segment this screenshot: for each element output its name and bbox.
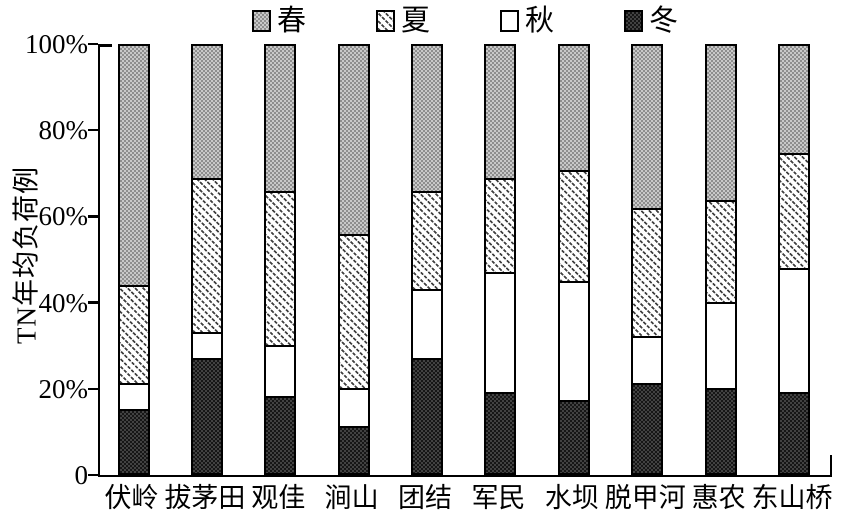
y-tick-label: 100% (25, 29, 88, 59)
chart-legend: 春夏秋冬 (252, 6, 678, 36)
winter-swatch-icon (624, 10, 644, 32)
bar-segment-summer (119, 285, 148, 384)
bar-segment-spring (559, 46, 588, 170)
bar-segment-summer (266, 191, 295, 345)
bar-segment-spring (706, 46, 735, 200)
bar-segment-spring (413, 46, 442, 192)
y-axis-tick (87, 128, 98, 132)
bar-segment-spring (119, 46, 148, 286)
y-axis-tick (87, 42, 98, 46)
bar-segment-winter (413, 357, 442, 473)
bar-segment-summer (413, 191, 442, 290)
bar-segment-autumn (339, 387, 368, 427)
bar-segment-spring (633, 46, 662, 209)
x-tick-label: 东山桥 (751, 483, 833, 513)
bar-segment-summer (706, 199, 735, 303)
y-tick-label: 0 (74, 460, 89, 490)
legend-label-summer: 夏 (401, 5, 431, 37)
y-axis-tick (87, 215, 98, 218)
y-tick-label: 60% (38, 201, 89, 232)
bar-segment-summer (339, 233, 368, 388)
bar-column (484, 44, 517, 475)
legend-label-spring: 春 (277, 5, 307, 37)
summer-swatch-icon (376, 10, 396, 32)
bar-column (411, 44, 444, 475)
bar-segment-spring (266, 46, 295, 192)
bar-column (631, 44, 664, 475)
legend-label-autumn: 秋 (525, 5, 555, 37)
bar-column (778, 44, 810, 475)
bar-segment-autumn (413, 289, 442, 358)
y-tick-label: 20% (38, 373, 89, 404)
y-axis-tick (87, 387, 98, 391)
bar-segment-spring (339, 46, 368, 234)
bar-segment-winter (192, 357, 221, 473)
autumn-swatch-icon (500, 10, 520, 32)
bar-segment-winter (266, 396, 295, 473)
bar-column (264, 44, 297, 475)
x-tick-label: 涧山 (324, 483, 379, 513)
bar-segment-summer (192, 178, 221, 333)
y-tick-label: 80% (38, 115, 89, 146)
x-tick-label: 军民 (471, 483, 526, 513)
bar-segment-autumn (706, 302, 735, 388)
bar-segment-autumn (780, 268, 808, 392)
bar-column (190, 44, 223, 475)
y-axis-tick (87, 301, 98, 304)
legend-item-winter: 冬 (624, 6, 678, 36)
y-axis-tick (87, 473, 98, 477)
y-axis-top-end-tick (100, 44, 112, 47)
bar-segment-summer (486, 178, 515, 273)
bar-segment-autumn (559, 280, 588, 401)
legend-item-summer: 夏 (376, 6, 430, 36)
bar-segment-summer (633, 208, 662, 337)
bar-segment-winter (633, 383, 662, 473)
bar-segment-winter (486, 391, 515, 473)
bar-segment-autumn (119, 383, 148, 409)
bar-segment-winter (780, 391, 808, 473)
x-tick-label: 团结 (398, 483, 453, 513)
x-tick-label: 拔茅田 (164, 483, 246, 513)
spring-swatch-icon (252, 10, 271, 32)
bar-segment-summer (559, 169, 588, 281)
bar-segment-spring (192, 46, 221, 179)
bar-segment-autumn (633, 336, 662, 384)
bar-segment-winter (119, 408, 148, 473)
x-tick-label: 水坝 (544, 483, 599, 513)
bar-column (557, 44, 590, 475)
bar-segment-autumn (266, 344, 295, 397)
bar-segment-summer (780, 152, 808, 269)
bar-segment-spring (486, 46, 515, 179)
x-tick-label: 惠农 (691, 483, 746, 513)
x-axis-right-end-tick (829, 455, 832, 475)
bar-segment-autumn (486, 272, 515, 392)
legend-item-spring: 春 (252, 6, 306, 36)
bar-column (117, 44, 150, 475)
bar-segment-winter (559, 400, 588, 473)
bar-segment-winter (339, 426, 368, 473)
x-tick-label: 脱甲河 (604, 483, 686, 513)
bar-segment-spring (780, 46, 808, 153)
x-tick-label: 伏岭 (104, 483, 159, 513)
legend-item-autumn: 秋 (500, 6, 554, 36)
plot-area (87, 42, 832, 477)
x-tick-label: 观佳 (251, 483, 306, 513)
bar-column (337, 44, 370, 475)
bar-segment-autumn (192, 332, 221, 358)
legend-label-winter: 冬 (649, 5, 679, 37)
bar-column (704, 44, 737, 475)
bar-segment-winter (706, 387, 735, 473)
y-tick-label: 40% (38, 287, 89, 318)
